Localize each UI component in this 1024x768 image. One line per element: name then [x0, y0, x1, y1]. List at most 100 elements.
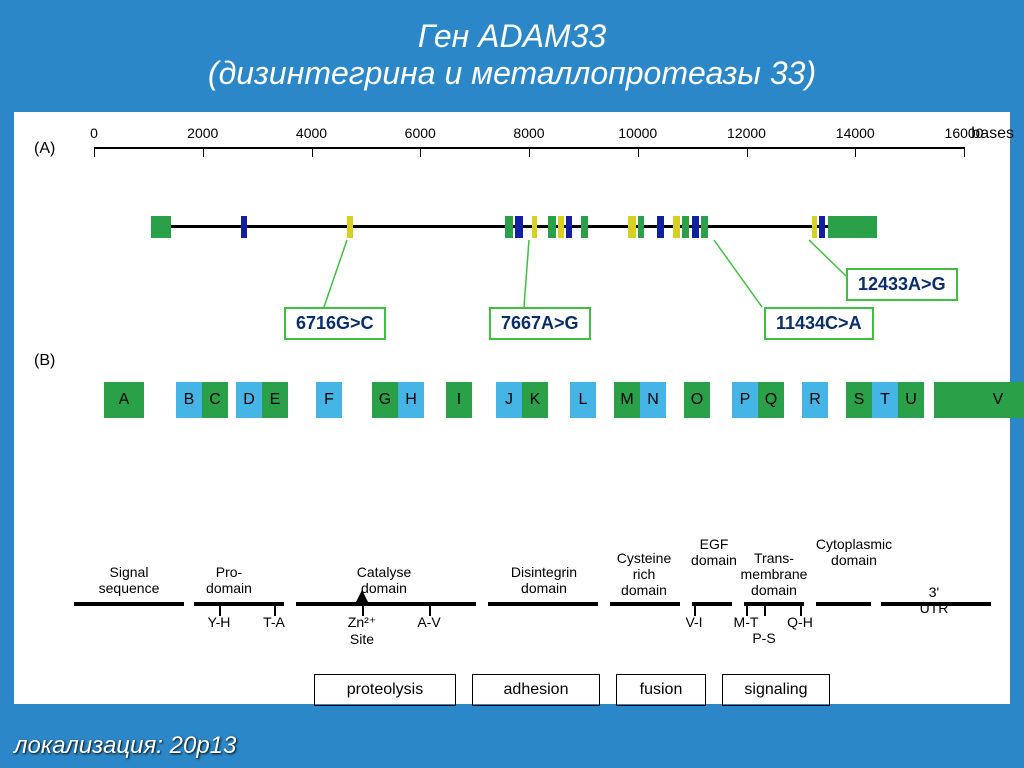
protein-block: V	[934, 382, 1024, 418]
axis-ruler: 0200040006000800010000120001400016000 ba…	[94, 147, 964, 149]
domain-tick	[764, 602, 766, 616]
diagram-panel: (A) 020004000600080001000012000140001600…	[14, 112, 1010, 704]
axis-tick-label: 0	[90, 125, 98, 141]
title-line-2: (дизинтегрина и металлопротеазы 33)	[0, 55, 1024, 92]
protein-block: H	[398, 382, 424, 418]
axis-tick	[312, 147, 313, 157]
domain-label-bottom: Q-H	[787, 614, 813, 630]
domain-label-bottom: Y-H	[208, 614, 231, 630]
protein-block: T	[872, 382, 898, 418]
domain-label-top: Disintegrin domain	[511, 564, 577, 596]
exon	[701, 216, 709, 238]
exon	[828, 216, 877, 238]
protein-block: G	[372, 382, 398, 418]
axis-tick	[638, 147, 639, 157]
exon	[682, 216, 690, 238]
axis-tick	[529, 147, 530, 157]
axis-tick	[203, 147, 204, 157]
domain-segment	[194, 602, 284, 606]
exon	[657, 216, 665, 238]
axis-tick-label: 12000	[727, 125, 766, 141]
function-box: proteolysis	[314, 674, 456, 706]
domain-segment	[744, 602, 804, 606]
axis-tick	[855, 147, 856, 157]
domain-label-bottom: V-I	[685, 614, 702, 630]
domain-segment	[692, 602, 732, 606]
exon	[581, 216, 589, 238]
protein-block: Q	[758, 382, 784, 418]
title: Ген ADAM33 (дизинтегрина и металлопротеа…	[0, 0, 1024, 92]
domain-row: Signal sequencePro- domainCatalyse domai…	[74, 542, 974, 672]
protein-block: E	[262, 382, 288, 418]
protein-block: S	[846, 382, 872, 418]
localization-label: локализация: 20p13	[14, 732, 236, 760]
exon	[692, 216, 699, 238]
domain-label-top: Cysteine rich domain	[617, 550, 671, 598]
exon	[532, 216, 537, 238]
panel-label-b: (B)	[34, 352, 55, 370]
domain-label-top: Cytoplasmic domain	[816, 536, 892, 568]
protein-block: D	[236, 382, 262, 418]
domain-label-top: Trans- membrane domain	[741, 550, 808, 598]
protein-block: L	[570, 382, 596, 418]
exon	[673, 216, 680, 238]
domain-segment	[816, 602, 871, 606]
exon	[505, 216, 513, 238]
protein-block: K	[522, 382, 548, 418]
snp-box: 7667A>G	[489, 307, 591, 340]
domain-label-bottom: Zn²⁺ Site	[348, 614, 376, 647]
protein-block: A	[104, 382, 144, 418]
domain-label-top: 3' UTR	[914, 584, 954, 616]
protein-block: P	[732, 382, 758, 418]
axis-tick	[94, 147, 95, 157]
protein-block: O	[684, 382, 710, 418]
protein-block: N	[640, 382, 666, 418]
protein-block: C	[202, 382, 228, 418]
axis-tick-label: 2000	[187, 125, 218, 141]
axis-tick-label: 8000	[513, 125, 544, 141]
domain-segment	[488, 602, 598, 606]
slide: Ген ADAM33 (дизинтегрина и металлопротеа…	[0, 0, 1024, 768]
exon	[548, 216, 556, 238]
domain-label-top: EGF domain	[691, 536, 737, 568]
axis-tick-label: 14000	[836, 125, 875, 141]
exon	[628, 216, 636, 238]
gene-track	[94, 212, 964, 242]
panel-label-a: (A)	[34, 140, 55, 158]
zn-peak-icon	[356, 590, 368, 602]
axis-tick	[964, 147, 965, 157]
axis-tick-label: 6000	[405, 125, 436, 141]
axis-tick	[420, 147, 421, 157]
protein-block: I	[446, 382, 472, 418]
exon	[566, 216, 573, 238]
domain-label-top: Signal sequence	[99, 564, 160, 596]
protein-block: F	[316, 382, 342, 418]
protein-block: B	[176, 382, 202, 418]
domain-segment	[610, 602, 680, 606]
exon	[638, 216, 645, 238]
exon	[819, 216, 824, 238]
function-box: adhesion	[472, 674, 600, 706]
title-line-1: Ген ADAM33	[0, 18, 1024, 55]
domain-segment	[296, 602, 476, 606]
exon	[347, 216, 354, 238]
domain-label-bottom: T-A	[263, 614, 285, 630]
axis-tick	[747, 147, 748, 157]
domain-label-bottom: P-S	[752, 630, 775, 646]
snp-box: 6716G>C	[284, 307, 386, 340]
domain-segment	[74, 602, 184, 606]
exon	[151, 216, 171, 238]
exon	[812, 216, 817, 238]
bases-label: bases	[971, 125, 1014, 143]
exon	[515, 216, 523, 238]
exon	[558, 216, 565, 238]
domain-segment	[881, 602, 991, 606]
function-box: signaling	[722, 674, 830, 706]
protein-block: J	[496, 382, 522, 418]
axis-tick-label: 4000	[296, 125, 327, 141]
snp-box: 11434C>A	[764, 307, 874, 340]
protein-block: U	[898, 382, 924, 418]
snp-box: 12433A>G	[846, 268, 958, 301]
function-box: fusion	[616, 674, 706, 706]
exon	[241, 216, 248, 238]
